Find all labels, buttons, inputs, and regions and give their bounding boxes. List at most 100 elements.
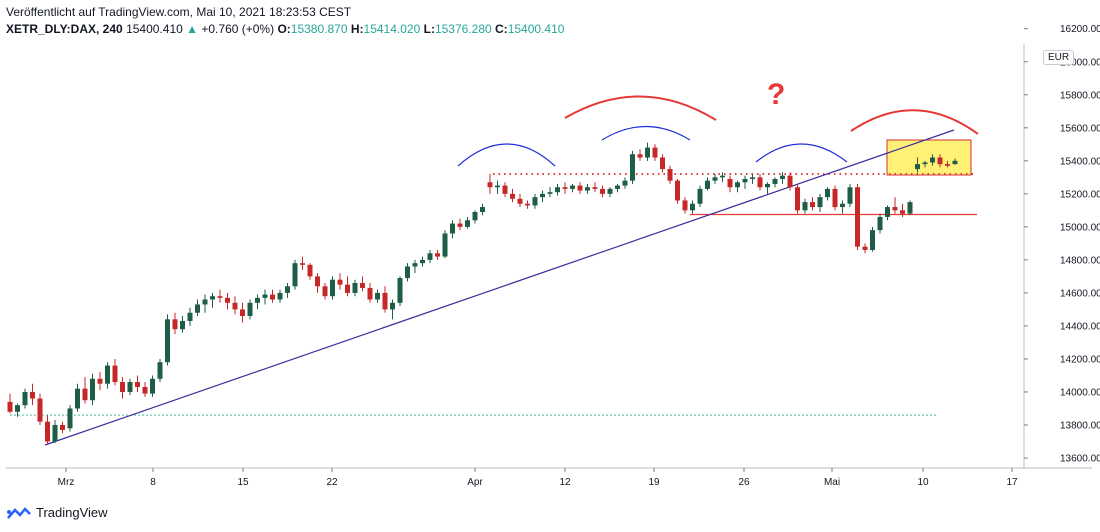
open-value: 15380.870 (290, 22, 348, 36)
y-tick-label: 16000.000 (1060, 57, 1100, 68)
candle-body (225, 297, 230, 303)
candle-body (15, 405, 20, 412)
candle-body (202, 299, 208, 305)
low-value: 15376.280 (434, 22, 492, 36)
candle-body (172, 319, 178, 330)
high-value: 15414.020 (363, 22, 421, 36)
candle-body (285, 286, 290, 293)
candle-body (802, 202, 808, 211)
left-shoulder-arc (457, 143, 556, 167)
tradingview-logo-icon (7, 506, 31, 519)
candle-body (712, 177, 718, 181)
candle-body (870, 230, 875, 250)
y-tick-label: 14400.000 (1060, 321, 1100, 332)
candle-body (705, 180, 710, 189)
y-tick-label: 14800.000 (1060, 255, 1100, 266)
candle-body (667, 169, 673, 181)
candle-body (525, 203, 530, 206)
symbol-name[interactable]: XETR_DLY:DAX, 240 (6, 22, 123, 36)
tradingview-brand[interactable]: TradingView (6, 505, 108, 520)
candle-body (142, 387, 148, 394)
published-info: Veröffentlicht auf TradingView.com, Mai … (6, 5, 352, 19)
candle-body (907, 202, 913, 214)
candle-body (585, 187, 590, 191)
candle-body (45, 421, 50, 442)
y-tick-label: 15000.000 (1060, 222, 1100, 233)
candle-body (397, 278, 403, 303)
x-tick-label: 12 (559, 477, 571, 488)
candle-body (352, 282, 358, 293)
candle-body (547, 192, 553, 194)
candle-body (345, 284, 350, 293)
candle-body (855, 187, 860, 247)
candle-body (517, 198, 523, 204)
y-tick-label: 14000.000 (1060, 387, 1100, 398)
candle-body (97, 378, 103, 384)
candle-body (210, 296, 215, 300)
candle-body (165, 319, 170, 363)
candle-body (697, 188, 703, 204)
y-tick-label: 14200.000 (1060, 354, 1100, 365)
candle-body (187, 312, 193, 321)
close-label: C: (495, 22, 508, 36)
candle-body (952, 160, 958, 165)
x-tick-label: Mrz (58, 477, 75, 488)
candle-body (67, 408, 73, 429)
candle-body (135, 382, 140, 388)
open-label: O: (277, 22, 291, 36)
candle-body (412, 263, 418, 267)
candle-body (682, 200, 688, 211)
candle-body (232, 302, 238, 310)
candle-body (322, 286, 328, 297)
x-tick-label: 15 (237, 477, 249, 488)
candle-body (75, 388, 80, 409)
candle-body (120, 382, 125, 392)
candle-body (420, 259, 425, 264)
candle-body (22, 391, 28, 406)
y-tick-label: 15600.000 (1060, 123, 1100, 134)
candle-body (930, 157, 935, 163)
candle-body (562, 187, 568, 189)
candle-body (825, 188, 830, 198)
red-new-arc (850, 109, 979, 135)
y-tick-label: 13600.000 (1060, 454, 1100, 465)
candle-body (487, 182, 493, 188)
candle-body (390, 302, 395, 310)
candle-body (750, 177, 755, 179)
candle-body (157, 362, 163, 379)
x-tick-label: 26 (738, 477, 750, 488)
head-arc (601, 125, 691, 141)
x-tick-label: 22 (326, 477, 338, 488)
question-mark-annotation: ? (767, 78, 785, 111)
candle-body (247, 302, 253, 317)
trend-line (44, 129, 955, 446)
candle-body (862, 246, 868, 250)
candle-body (457, 223, 463, 227)
candle-body (82, 388, 88, 401)
candle-body (637, 154, 643, 158)
candle-body (307, 264, 313, 277)
currency-badge[interactable]: EUR (1043, 50, 1075, 65)
candle-body (30, 391, 35, 399)
candle-body (765, 183, 770, 188)
candle-body (652, 147, 658, 158)
candle-body (150, 378, 155, 394)
candle-body (337, 279, 343, 285)
y-tick-label: 15800.000 (1060, 90, 1100, 101)
y-tick-label: 15400.000 (1060, 156, 1100, 167)
candle-body (540, 193, 545, 198)
candle-body (937, 157, 943, 165)
highlight-box (886, 139, 972, 176)
candle-body (892, 207, 898, 211)
y-tick-label: 16400.000 (1060, 0, 1100, 2)
candle-body (442, 233, 448, 257)
candle-body (195, 304, 200, 313)
last-price: 15400.410 (126, 22, 183, 36)
candle-body (577, 185, 583, 191)
candle-body (502, 185, 508, 194)
candle-body (127, 382, 133, 392)
candle-body (405, 266, 410, 279)
candle-body (832, 188, 838, 208)
y-tick-label: 14600.000 (1060, 288, 1100, 299)
